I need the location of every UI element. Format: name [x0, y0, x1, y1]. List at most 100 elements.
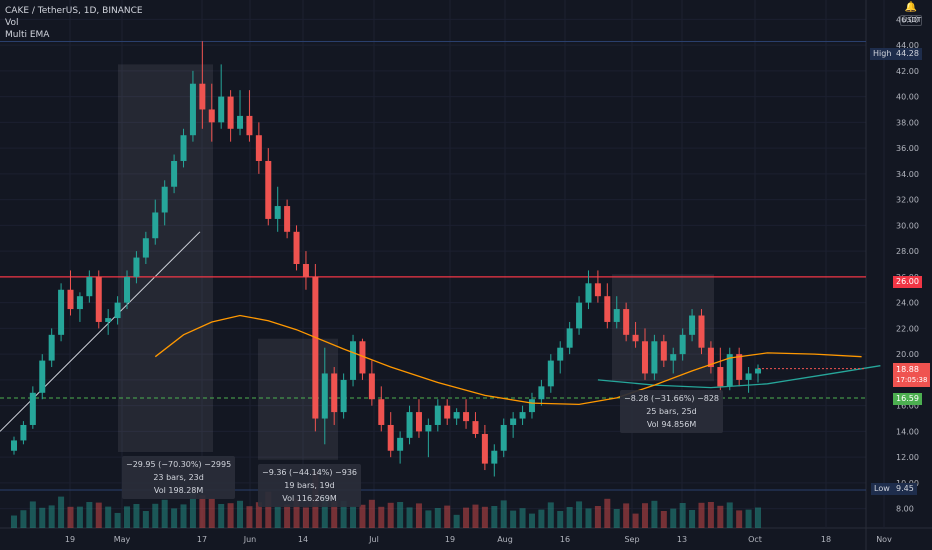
price-tick-label: 28.00	[896, 247, 919, 256]
volume-bar	[246, 506, 253, 528]
volume-bar	[171, 508, 178, 528]
volume-bar	[161, 499, 168, 528]
candle-body	[472, 421, 479, 434]
time-tick-label: May	[114, 535, 131, 544]
volume-bar	[491, 506, 498, 528]
volume-bar	[406, 507, 413, 528]
price-tick-label: 12.00	[896, 453, 919, 462]
candle-body	[161, 186, 168, 213]
candle-body	[415, 412, 422, 432]
candle-body	[632, 334, 639, 342]
last-price-value: 18.88	[896, 365, 919, 374]
volume-bar	[481, 506, 488, 528]
volume-bar	[95, 502, 102, 528]
low-label-text: Low	[874, 484, 890, 493]
volume-bar	[472, 504, 479, 528]
candle-body	[284, 206, 291, 232]
candle-body	[755, 368, 761, 374]
symbol-title[interactable]: CAKE / TetherUS, 1D, BINANCE	[5, 6, 143, 16]
bell-icon[interactable]: 🔔	[904, 2, 918, 13]
time-tick-label: Oct	[748, 535, 762, 544]
candle-body	[566, 328, 573, 348]
volume-bar	[745, 509, 752, 528]
price-tick-label: 36.00	[896, 144, 919, 153]
volume-bar	[528, 513, 535, 528]
volume-bar	[189, 492, 196, 528]
candle-body	[707, 347, 714, 368]
candle-body	[406, 412, 413, 438]
volume-bar	[86, 502, 93, 528]
measure-zone-1[interactable]	[118, 64, 213, 453]
volume-bar	[726, 502, 733, 528]
ema-fast-line[interactable]	[154, 314, 862, 406]
time-tick-label: 17	[197, 535, 207, 544]
candle-body	[745, 373, 752, 380]
volume-bar	[425, 510, 432, 528]
price-tick-label: 16.00	[896, 402, 919, 411]
volume-bar	[237, 500, 244, 528]
candle-body	[425, 424, 432, 432]
volume-bar	[594, 506, 601, 528]
price-tick-label: 8.00	[896, 505, 914, 514]
volume-bar	[284, 504, 291, 528]
price-tick-label: 14.00	[896, 427, 919, 436]
volume-bar	[142, 511, 149, 528]
candle-body	[227, 96, 234, 129]
chart-legend: CAKE / TetherUS, 1D, BINANCE Vol Multi E…	[5, 5, 143, 41]
price-tick-label: 24.00	[896, 299, 919, 308]
candle-body	[623, 309, 630, 335]
volume-bar	[547, 502, 554, 528]
candle-body	[679, 334, 686, 355]
measure-box-3[interactable]: −8.28 (−31.66%) −828 25 bars, 25d Vol 94…	[620, 390, 724, 433]
candle-body	[67, 289, 74, 310]
measure-2-change: −9.36 (−44.14%) −936	[262, 468, 358, 477]
last-price-tag: 18.88 17:05:38	[893, 363, 931, 387]
candle-body	[20, 424, 27, 441]
volume-bar	[604, 498, 611, 528]
measure-box-1[interactable]: −29.95 (−70.30%) −2995 23 bars, 23d Vol …	[122, 456, 236, 499]
time-tick-label: Aug	[497, 535, 513, 544]
volume-bar	[444, 505, 451, 528]
volume-bar	[152, 503, 159, 528]
candle-body	[331, 373, 338, 413]
candle-body	[237, 115, 244, 129]
support-value: 16.59	[896, 394, 919, 403]
price-tick-label: 42.00	[896, 67, 919, 76]
candle-body	[199, 83, 206, 110]
candle-body	[48, 334, 55, 361]
candle-body	[547, 360, 554, 387]
volume-bar	[199, 495, 206, 528]
currency-badge[interactable]: USDT	[900, 15, 922, 26]
candle-body	[218, 96, 225, 123]
price-tick-label: 20.00	[896, 350, 919, 359]
volume-bar	[255, 502, 262, 528]
time-tick-label: Nov	[876, 535, 892, 544]
volume-bar	[434, 508, 441, 528]
measure-1-bars: 23 bars, 23d	[153, 473, 204, 482]
resistance-value: 26.00	[896, 277, 919, 286]
volume-bar	[20, 510, 27, 528]
volume-bar	[679, 503, 686, 528]
volume-bar	[755, 507, 761, 528]
candle-body	[350, 341, 357, 380]
volume-bar	[331, 501, 338, 528]
volume-bar	[397, 502, 404, 528]
support-price-tag: 16.59	[893, 393, 922, 405]
ema-indicator-label[interactable]: Multi EMA	[5, 30, 50, 40]
candle-body	[538, 386, 545, 400]
candle-body	[453, 412, 460, 419]
volume-bar	[321, 496, 328, 528]
candle-body	[58, 289, 65, 335]
ema-slow-line[interactable]	[597, 365, 881, 389]
candle-body	[613, 309, 620, 322]
volume-bar	[378, 506, 385, 528]
measure-2-volume: Vol 116.269M	[282, 494, 337, 503]
candle-body	[11, 440, 17, 451]
candle-body	[368, 373, 375, 400]
price-tick-label: 38.00	[896, 118, 919, 127]
volume-indicator-label[interactable]: Vol	[5, 18, 19, 28]
candle-body	[500, 424, 507, 451]
measure-1-change: −29.95 (−70.30%) −2995	[126, 460, 232, 469]
measure-box-2[interactable]: −9.36 (−44.14%) −936 19 bars, 19d Vol 11…	[258, 464, 362, 507]
candle-body	[698, 315, 705, 348]
